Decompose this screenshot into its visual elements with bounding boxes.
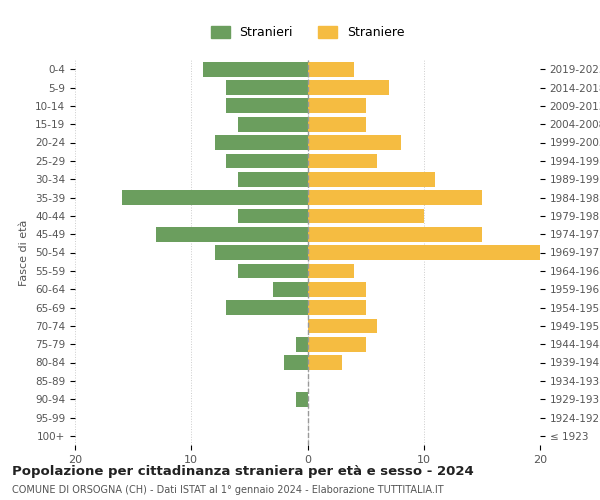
- Bar: [308, 337, 365, 351]
- Bar: [308, 245, 540, 260]
- Bar: [272, 282, 308, 296]
- Bar: [157, 227, 308, 242]
- Bar: [308, 208, 424, 223]
- Bar: [308, 318, 377, 333]
- Y-axis label: Fasce di età: Fasce di età: [19, 220, 29, 286]
- Bar: [238, 208, 308, 223]
- Bar: [238, 172, 308, 186]
- Bar: [308, 355, 343, 370]
- Bar: [308, 80, 389, 95]
- Bar: [308, 172, 436, 186]
- Bar: [215, 135, 308, 150]
- Text: Popolazione per cittadinanza straniera per età e sesso - 2024: Popolazione per cittadinanza straniera p…: [12, 465, 474, 478]
- Bar: [308, 98, 365, 113]
- Bar: [308, 300, 365, 315]
- Bar: [121, 190, 308, 205]
- Bar: [308, 282, 365, 296]
- Bar: [238, 117, 308, 132]
- Bar: [296, 337, 308, 351]
- Bar: [226, 300, 308, 315]
- Bar: [308, 154, 377, 168]
- Bar: [308, 227, 482, 242]
- Bar: [296, 392, 308, 406]
- Bar: [284, 355, 308, 370]
- Legend: Stranieri, Straniere: Stranieri, Straniere: [205, 20, 410, 46]
- Bar: [203, 62, 308, 76]
- Bar: [226, 98, 308, 113]
- Bar: [238, 264, 308, 278]
- Bar: [308, 62, 354, 76]
- Text: COMUNE DI ORSOGNA (CH) - Dati ISTAT al 1° gennaio 2024 - Elaborazione TUTTITALIA: COMUNE DI ORSOGNA (CH) - Dati ISTAT al 1…: [12, 485, 443, 495]
- Bar: [308, 117, 365, 132]
- Bar: [308, 264, 354, 278]
- Bar: [215, 245, 308, 260]
- Bar: [308, 135, 401, 150]
- Bar: [308, 190, 482, 205]
- Bar: [226, 80, 308, 95]
- Bar: [226, 154, 308, 168]
